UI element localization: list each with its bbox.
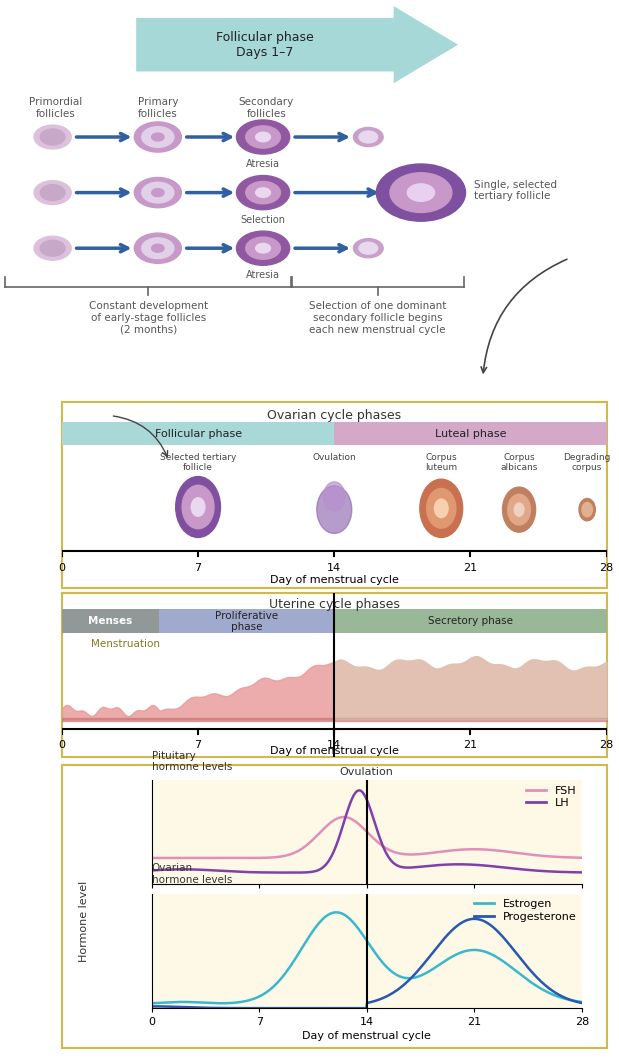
- Circle shape: [426, 488, 456, 528]
- Text: Atresia: Atresia: [246, 159, 280, 169]
- Text: Selection of one dominant
secondary follicle begins
each new menstrual cycle: Selection of one dominant secondary foll…: [309, 302, 446, 335]
- Circle shape: [246, 237, 280, 259]
- Text: Secondary
follicles: Secondary follicles: [238, 97, 294, 119]
- Circle shape: [579, 499, 595, 521]
- Circle shape: [134, 233, 181, 264]
- Circle shape: [236, 120, 290, 154]
- Text: Day of menstrual cycle: Day of menstrual cycle: [270, 746, 399, 756]
- Circle shape: [142, 182, 174, 203]
- Legend: Estrogen, Progesterone: Estrogen, Progesterone: [474, 899, 576, 921]
- Text: Secretory phase: Secretory phase: [428, 616, 513, 627]
- Circle shape: [508, 495, 530, 525]
- Circle shape: [435, 499, 448, 518]
- Circle shape: [236, 231, 290, 265]
- Text: Constant development
of early-stage follicles
(2 months): Constant development of early-stage foll…: [89, 302, 208, 335]
- Text: 7: 7: [194, 740, 202, 750]
- Text: 28: 28: [599, 562, 614, 573]
- X-axis label: Day of menstrual cycle: Day of menstrual cycle: [302, 1031, 431, 1041]
- Text: Ovulation: Ovulation: [340, 768, 394, 777]
- Text: Primary
follicles: Primary follicles: [137, 97, 178, 119]
- Circle shape: [246, 126, 280, 148]
- Circle shape: [182, 485, 214, 528]
- Polygon shape: [136, 6, 458, 84]
- Circle shape: [246, 181, 280, 203]
- Circle shape: [359, 243, 378, 254]
- Text: Single, selected
tertiary follicle: Single, selected tertiary follicle: [474, 180, 556, 201]
- Circle shape: [390, 173, 452, 213]
- FancyBboxPatch shape: [159, 610, 334, 633]
- Circle shape: [134, 122, 181, 152]
- Text: 0: 0: [58, 740, 66, 750]
- Text: Uterine cycle phases: Uterine cycle phases: [269, 598, 400, 611]
- Text: Menstruation: Menstruation: [91, 639, 160, 648]
- FancyBboxPatch shape: [334, 423, 607, 445]
- Text: Ovarian
hormone levels: Ovarian hormone levels: [152, 863, 232, 884]
- Text: Selected tertiary
follicle: Selected tertiary follicle: [160, 453, 236, 472]
- Text: Selection: Selection: [241, 215, 285, 225]
- Circle shape: [40, 184, 65, 200]
- Circle shape: [359, 131, 378, 143]
- Text: Menses: Menses: [89, 616, 132, 627]
- Circle shape: [514, 503, 524, 516]
- Circle shape: [191, 498, 205, 517]
- Circle shape: [142, 127, 174, 147]
- Circle shape: [152, 189, 164, 197]
- Circle shape: [503, 487, 535, 532]
- Text: Pituitary
hormone levels: Pituitary hormone levels: [152, 751, 232, 772]
- Circle shape: [582, 502, 592, 517]
- Text: Day of menstrual cycle: Day of menstrual cycle: [270, 575, 399, 585]
- Text: 28: 28: [599, 740, 614, 750]
- Circle shape: [407, 184, 435, 201]
- Circle shape: [40, 240, 65, 256]
- Circle shape: [256, 244, 271, 253]
- Circle shape: [353, 127, 383, 146]
- Text: Follicular phase: Follicular phase: [155, 429, 241, 438]
- Text: Degrading
corpus: Degrading corpus: [563, 453, 611, 472]
- Circle shape: [324, 482, 345, 510]
- Circle shape: [317, 486, 352, 534]
- Text: Ovarian cycle phases: Ovarian cycle phases: [267, 409, 401, 423]
- Text: Proliferative
phase: Proliferative phase: [215, 611, 279, 632]
- Circle shape: [34, 125, 71, 149]
- FancyBboxPatch shape: [334, 610, 607, 633]
- Text: Corpus
luteum: Corpus luteum: [425, 453, 457, 472]
- Circle shape: [142, 238, 174, 258]
- Circle shape: [236, 176, 290, 210]
- Circle shape: [353, 238, 383, 257]
- Text: 0: 0: [58, 562, 66, 573]
- Text: 21: 21: [464, 740, 477, 750]
- Circle shape: [376, 164, 465, 221]
- Text: Primordial
follicles: Primordial follicles: [29, 97, 82, 119]
- Text: 14: 14: [327, 562, 341, 573]
- Text: Luteal phase: Luteal phase: [435, 429, 506, 438]
- Circle shape: [152, 133, 164, 141]
- Text: Corpus
albicans: Corpus albicans: [500, 453, 538, 472]
- Circle shape: [420, 479, 462, 538]
- Circle shape: [256, 132, 271, 142]
- Text: 21: 21: [464, 562, 477, 573]
- Circle shape: [34, 181, 71, 204]
- FancyBboxPatch shape: [62, 610, 159, 633]
- Circle shape: [34, 236, 71, 261]
- Text: 14: 14: [327, 740, 341, 750]
- Text: Atresia: Atresia: [246, 270, 280, 281]
- Text: 7: 7: [194, 562, 202, 573]
- FancyBboxPatch shape: [62, 423, 334, 445]
- Circle shape: [256, 187, 271, 197]
- Text: Hormone level: Hormone level: [79, 881, 89, 962]
- Text: Follicular phase
Days 1–7: Follicular phase Days 1–7: [216, 31, 314, 58]
- Circle shape: [134, 178, 181, 208]
- Circle shape: [40, 129, 65, 145]
- Text: Ovulation: Ovulation: [313, 453, 356, 462]
- Legend: FSH, LH: FSH, LH: [526, 786, 576, 808]
- Circle shape: [176, 477, 220, 537]
- Circle shape: [152, 245, 164, 252]
